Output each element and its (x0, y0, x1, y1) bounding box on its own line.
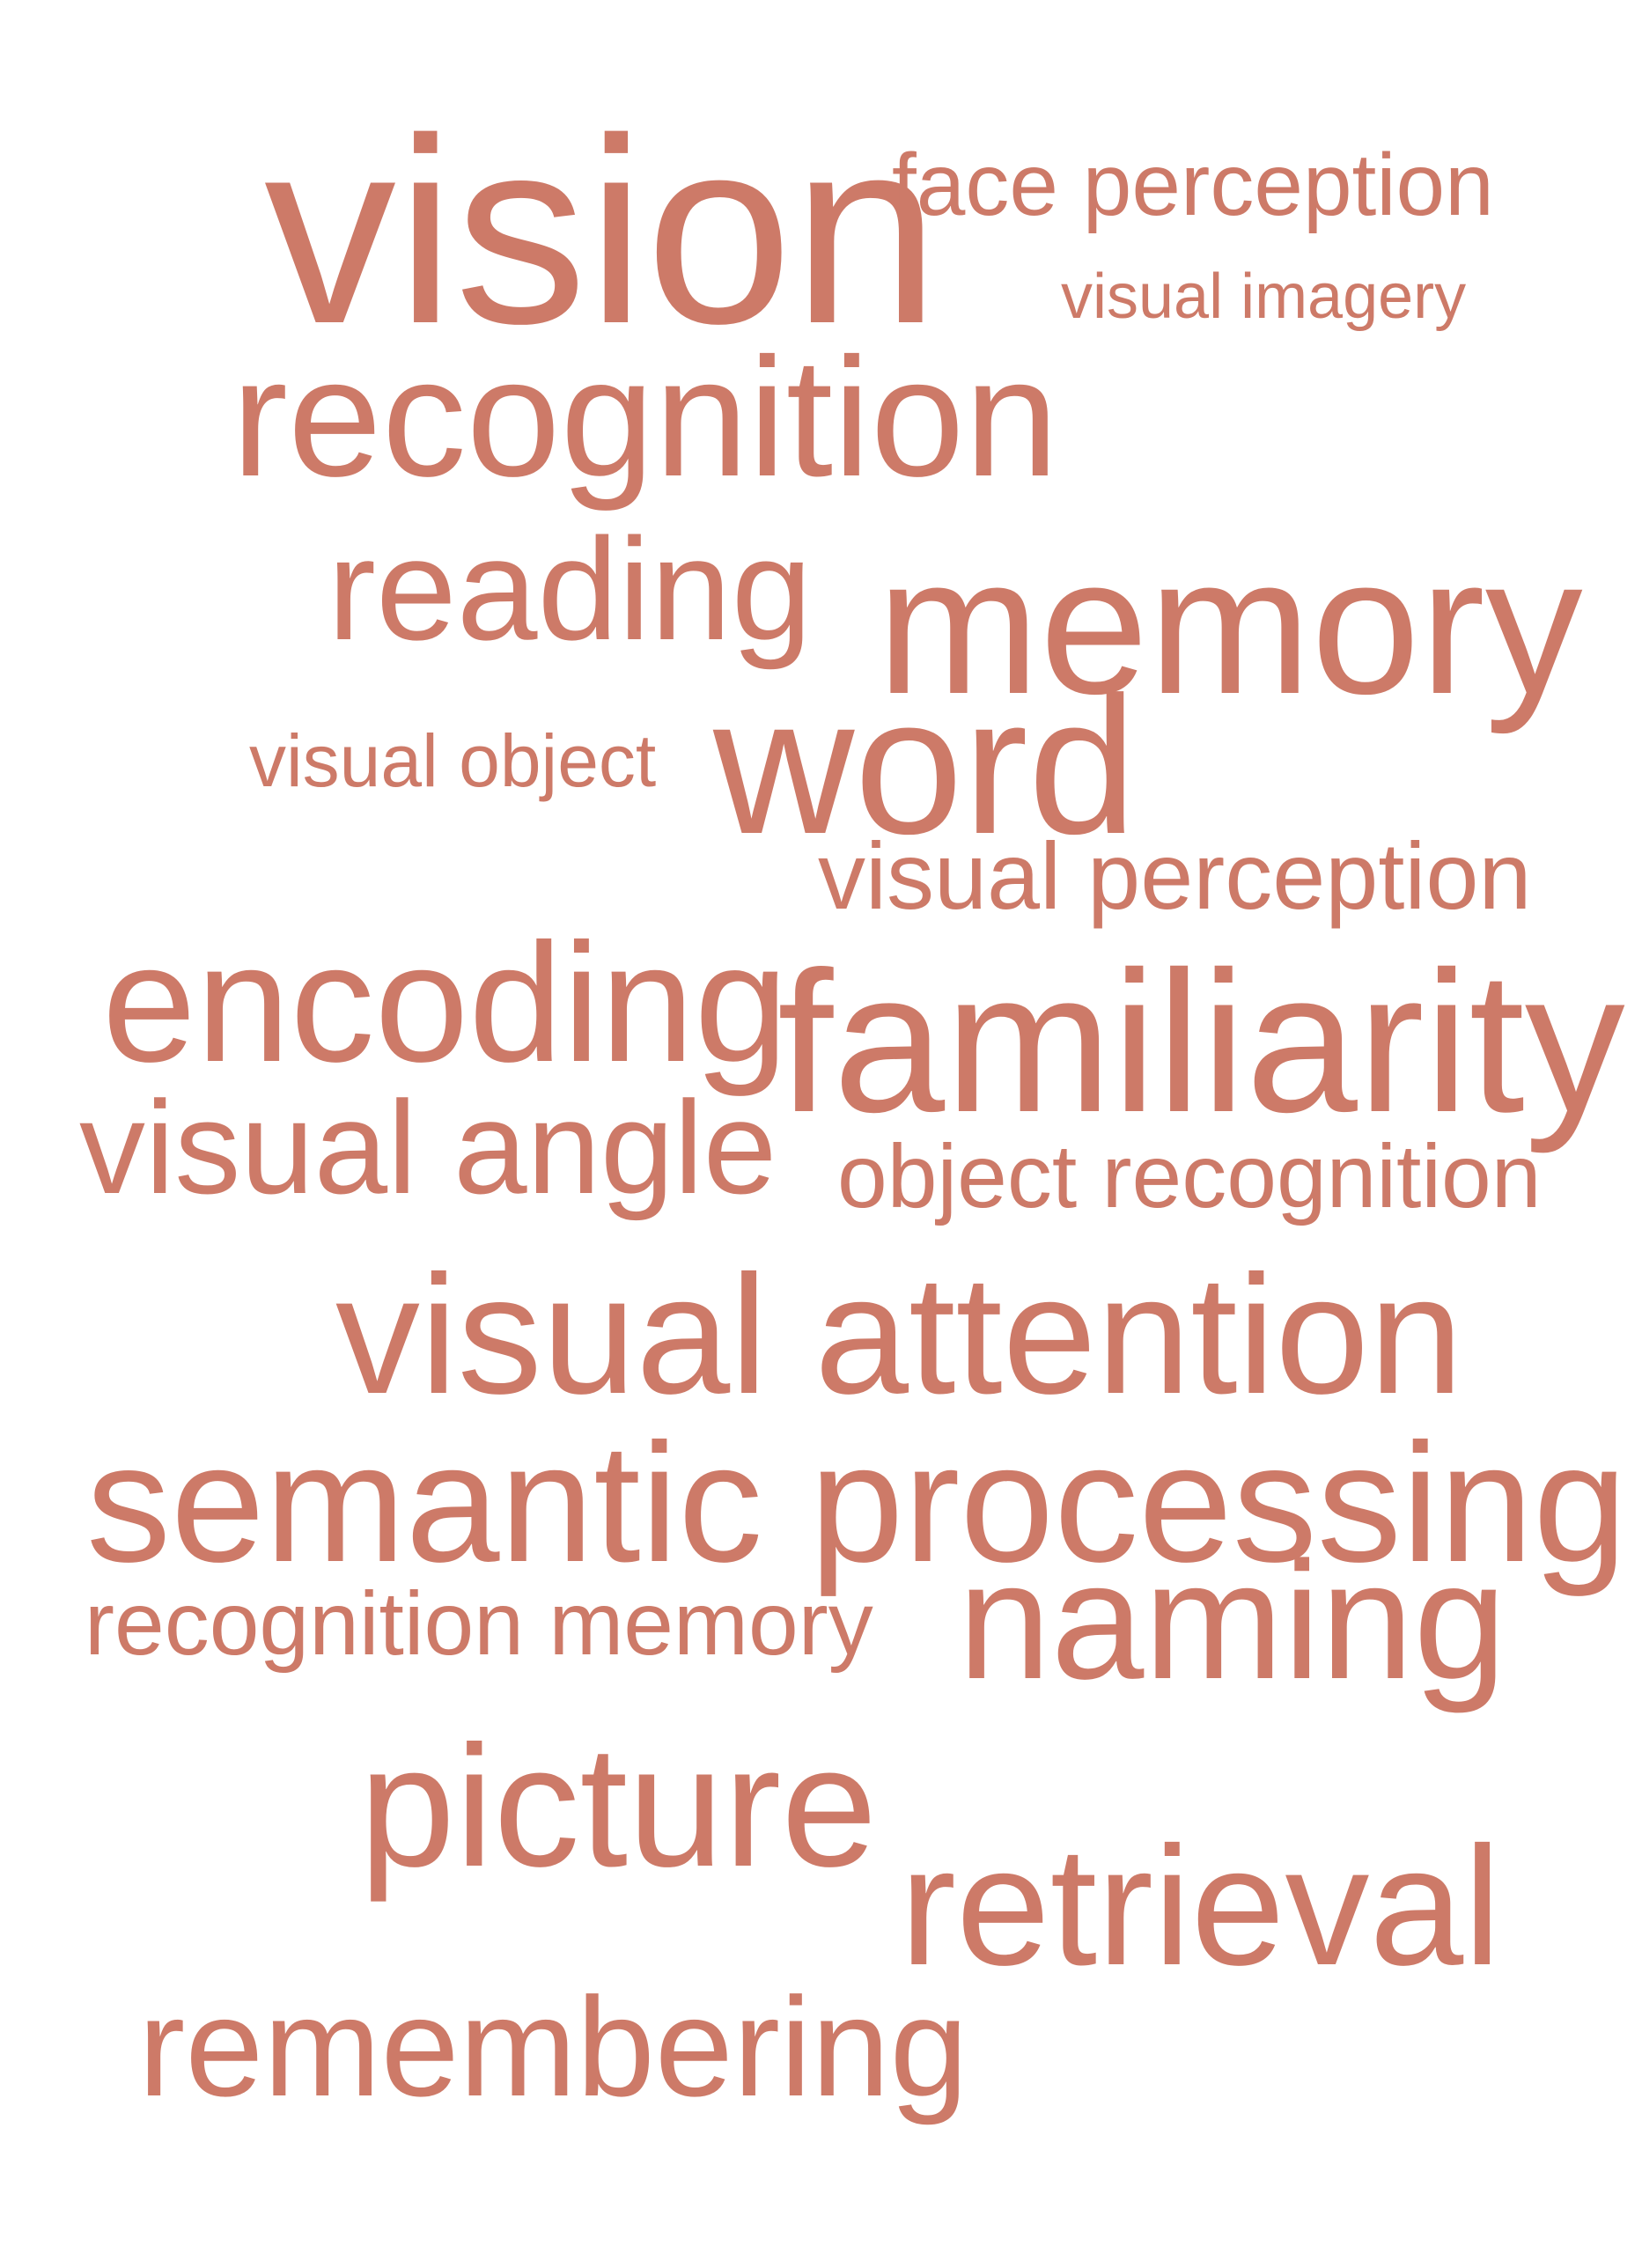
word-vision: vision (264, 83, 939, 379)
word-word: word (713, 657, 1138, 875)
word-visual-attention: visual attention (335, 1240, 1463, 1429)
word-semantic-processing: semantic processing (86, 1408, 1628, 1597)
word-visual-object: visual object (249, 719, 657, 802)
word-remembering: remembering (138, 1968, 968, 2125)
word-face-perception: face perception (892, 136, 1494, 234)
word-recognition: recognition (232, 322, 1059, 512)
word-naming: naming (958, 1528, 1507, 1714)
word-visual-perception: visual perception (818, 822, 1532, 929)
word-object-recognition: object recognition (837, 1126, 1542, 1226)
word-reading: reading (328, 508, 813, 670)
word-recognition-memory: recognition memory (85, 1573, 873, 1674)
word-familiarity: familiarity (777, 931, 1625, 1154)
word-retrieval: retrieval (900, 1811, 1501, 2000)
word-encoding: encoding (102, 908, 789, 1097)
word-picture: picture (359, 1710, 878, 1903)
word-memory: memory (877, 517, 1583, 735)
word-visual-imagery: visual imagery (1061, 261, 1467, 332)
word-visual-angle: visual angle (79, 1073, 777, 1221)
